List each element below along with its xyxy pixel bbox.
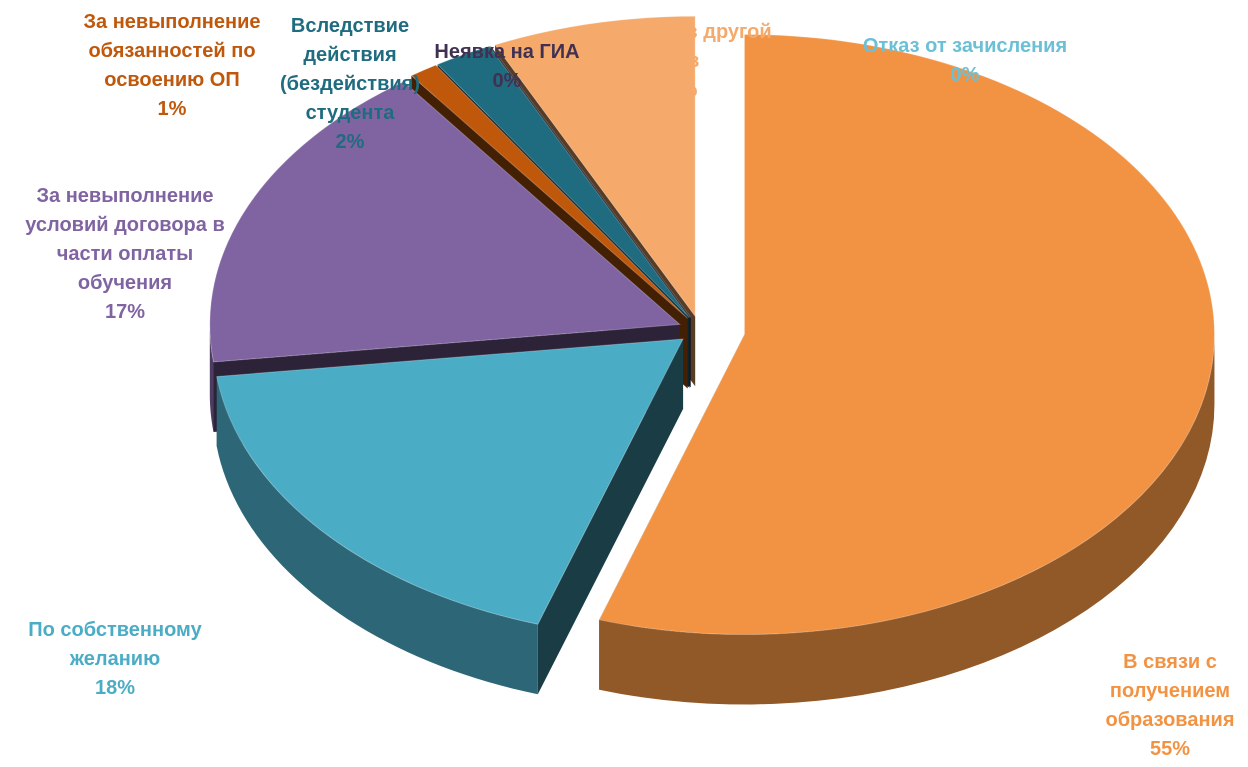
slice-side xyxy=(537,338,684,695)
data-label: В связи с получением образования 55% xyxy=(1040,648,1248,764)
slice xyxy=(598,33,1215,635)
value-label: 17% xyxy=(104,301,146,323)
slice-side xyxy=(209,324,214,433)
category-label: За невыполнение условий договора в части… xyxy=(25,185,225,294)
slice xyxy=(490,45,692,318)
data-label: Неявка на ГИА 0% xyxy=(377,38,637,96)
category-label: По собственному желанию xyxy=(28,619,202,670)
category-label: Неявка на ГИА xyxy=(434,41,580,63)
category-label: За невыполнение обязанностей по освоению… xyxy=(83,11,261,91)
slice xyxy=(209,81,682,363)
category-label: Перевод в другой вуз xyxy=(594,21,772,72)
slice-side xyxy=(599,334,1215,705)
category-label: В связи с получением образования xyxy=(1105,651,1235,731)
value-label: 18% xyxy=(94,677,136,699)
value-label: 7% xyxy=(668,79,698,101)
value-label: 0% xyxy=(492,70,522,92)
slice xyxy=(436,45,690,319)
data-label: За невыполнение обязанностей по освоению… xyxy=(42,8,302,124)
slice-side xyxy=(216,376,538,695)
data-label: За невыполнение условий договора в части… xyxy=(0,182,255,327)
value-label: 2% xyxy=(335,131,365,153)
value-label: 0% xyxy=(950,64,980,86)
slice xyxy=(494,15,696,318)
data-label: Перевод в другой вуз 7% xyxy=(553,18,813,105)
category-label: Вследствие действия (бездействия) студен… xyxy=(279,15,421,124)
value-label: 1% xyxy=(157,98,187,120)
value-label: 55% xyxy=(1149,738,1191,760)
data-label: Отказ от зачисления 0% xyxy=(835,32,1095,90)
data-label: По собственному желанию 18% xyxy=(0,616,245,703)
category-label: Отказ от зачисления xyxy=(862,35,1068,57)
data-label: Вследствие действия (бездействия) студен… xyxy=(220,12,480,157)
slice xyxy=(216,338,684,625)
slice xyxy=(410,64,688,319)
